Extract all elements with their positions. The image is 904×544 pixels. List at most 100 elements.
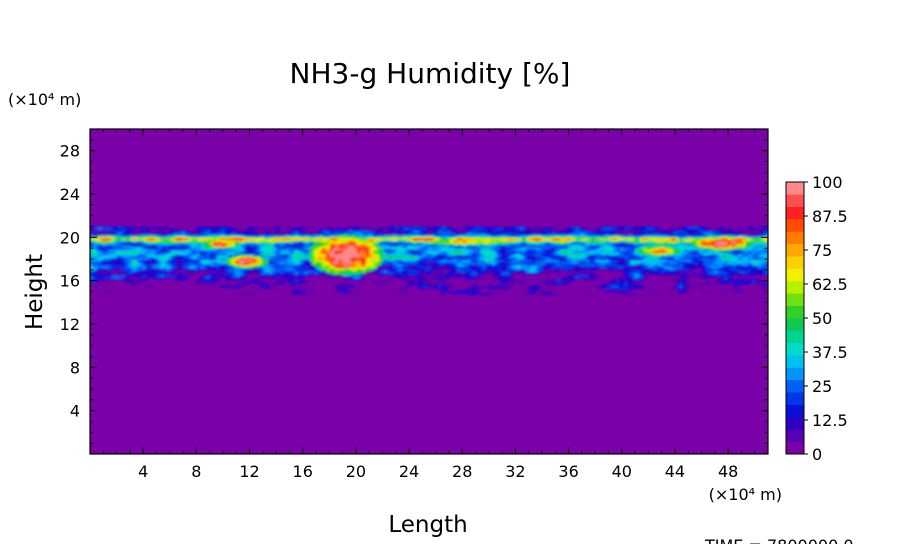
field-cell	[695, 272, 699, 274]
field-cell	[569, 270, 572, 273]
field-cell	[440, 291, 443, 293]
field-cell	[657, 273, 660, 275]
field-cell	[266, 283, 269, 286]
field-cell	[218, 274, 222, 276]
field-cell	[214, 266, 217, 268]
field-cell	[474, 274, 477, 276]
field-cell	[193, 281, 197, 284]
field-cell	[363, 273, 367, 275]
field-cell	[702, 274, 706, 276]
field-cell	[584, 275, 588, 278]
field-cell	[709, 283, 712, 286]
field-cell	[345, 289, 349, 292]
field-cell	[155, 273, 159, 275]
field-cell	[103, 269, 107, 272]
field-cell	[668, 267, 672, 269]
field-cell	[196, 269, 199, 272]
field-cell	[320, 273, 324, 275]
field-cell	[749, 281, 753, 284]
field-cell	[526, 287, 529, 290]
field-cell	[92, 279, 95, 281]
field-cell	[103, 292, 107, 294]
field-cell	[413, 279, 416, 281]
field-cell	[496, 276, 500, 279]
field-cell	[596, 283, 599, 286]
field-cell	[641, 283, 645, 286]
field-cell	[584, 273, 588, 275]
field-cell	[677, 281, 681, 284]
field-cell	[761, 285, 764, 287]
field-cell	[435, 282, 439, 285]
y-unit-label: (×10⁴ m)	[8, 90, 81, 109]
field-cell	[627, 286, 631, 288]
field-cell	[499, 272, 502, 274]
field-cell	[587, 277, 590, 280]
field-cell	[449, 291, 452, 293]
field-cell	[560, 276, 563, 279]
field-cell	[347, 275, 351, 278]
field-cell	[731, 285, 735, 287]
field-cell	[218, 266, 222, 268]
field-cell	[564, 266, 568, 268]
field-cell	[248, 281, 251, 284]
field-cell	[573, 277, 577, 280]
field-cell	[704, 277, 708, 280]
field-cell	[438, 286, 441, 288]
field-cell	[121, 277, 125, 280]
field-cell	[478, 292, 482, 294]
field-cell	[121, 266, 125, 268]
field-cell	[447, 288, 450, 291]
field-cell	[591, 275, 595, 278]
field-cell	[180, 266, 184, 268]
field-cell	[688, 276, 692, 279]
field-cell	[216, 270, 220, 273]
field-cell	[539, 273, 543, 275]
field-cell	[471, 286, 475, 288]
field-cell	[471, 287, 475, 290]
field-cell	[203, 268, 206, 271]
field-cell	[248, 268, 251, 271]
field-cell	[352, 287, 355, 290]
field-cell	[435, 266, 439, 268]
field-cell	[458, 273, 462, 275]
field-cell	[740, 273, 744, 275]
field-cell	[465, 268, 468, 271]
field-cell	[422, 266, 425, 268]
field-cell	[440, 287, 443, 290]
field-cell	[365, 270, 369, 273]
field-cell	[630, 288, 633, 291]
field-cell	[740, 280, 744, 282]
field-cell	[99, 269, 102, 272]
field-cell	[675, 273, 678, 275]
field-cell	[275, 267, 278, 269]
field-cell	[566, 281, 570, 284]
field-cell	[105, 272, 109, 274]
field-cell	[593, 268, 597, 271]
field-cell	[625, 286, 629, 288]
field-cell	[410, 282, 414, 285]
field-cell	[108, 291, 111, 293]
field-cell	[467, 286, 471, 288]
field-cell	[435, 274, 439, 276]
field-cell	[727, 275, 730, 278]
field-cell	[643, 267, 647, 269]
field-cell	[243, 273, 247, 275]
field-cell	[490, 283, 493, 286]
field-cell	[598, 267, 602, 269]
field-cell	[444, 293, 448, 296]
field-cell	[487, 289, 491, 292]
field-cell	[128, 281, 132, 284]
field-cell	[227, 273, 231, 275]
field-cell	[94, 267, 98, 269]
field-cell	[401, 288, 405, 291]
field-cell	[521, 273, 525, 275]
field-cell	[417, 287, 421, 290]
field-cell	[277, 280, 281, 282]
field-cell	[503, 277, 507, 280]
field-cell	[191, 272, 195, 274]
field-cell	[254, 293, 258, 296]
field-cell	[625, 272, 629, 274]
field-cell	[148, 268, 152, 271]
field-cell	[526, 283, 529, 286]
field-cell	[295, 289, 299, 292]
